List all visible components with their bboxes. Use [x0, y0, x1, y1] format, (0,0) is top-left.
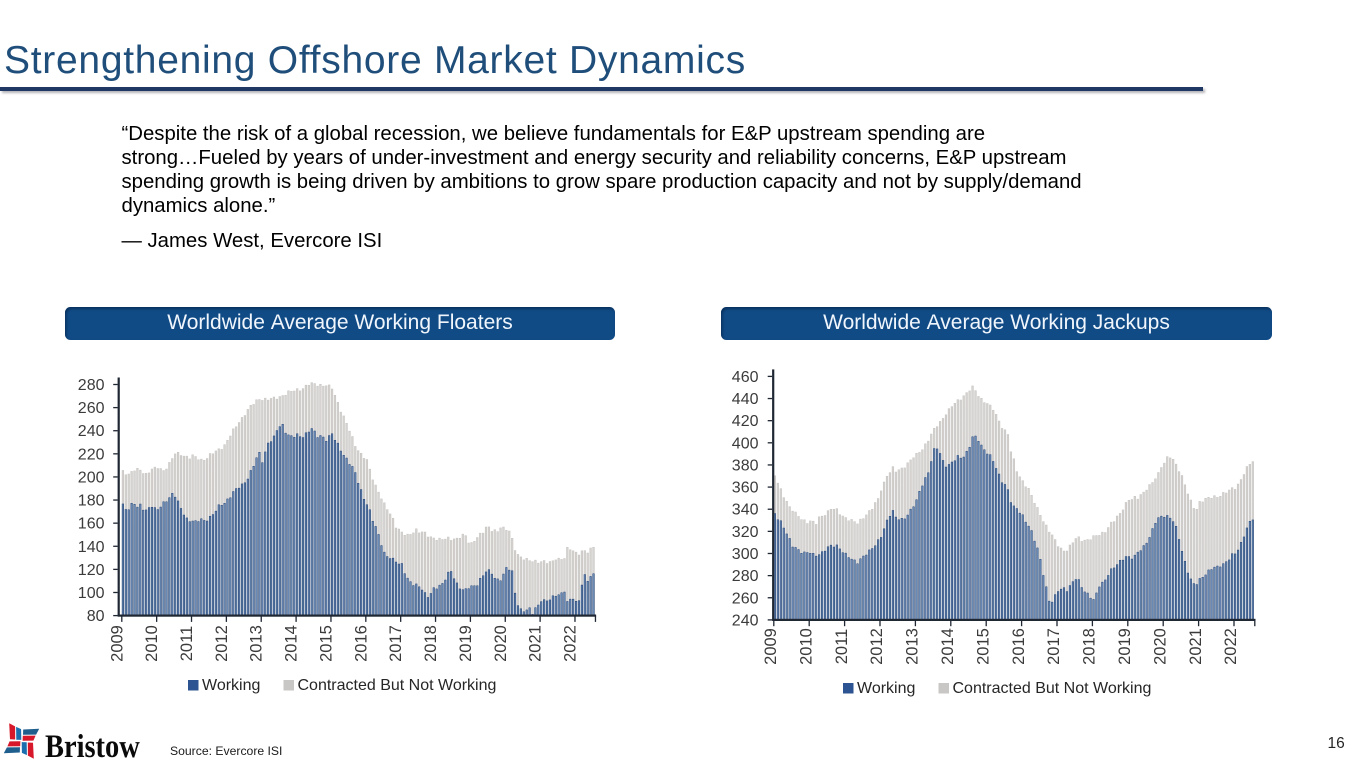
- svg-text:2009: 2009: [108, 625, 126, 662]
- svg-text:260: 260: [78, 400, 105, 417]
- svg-text:2022: 2022: [1222, 628, 1240, 665]
- svg-text:420: 420: [732, 413, 759, 430]
- svg-text:120: 120: [78, 562, 105, 579]
- svg-text:2010: 2010: [143, 625, 161, 662]
- svg-text:140: 140: [78, 539, 105, 556]
- svg-text:2022: 2022: [561, 625, 579, 662]
- svg-text:2015: 2015: [317, 625, 335, 662]
- svg-text:2012: 2012: [868, 628, 886, 665]
- svg-text:180: 180: [78, 493, 105, 510]
- svg-text:2011: 2011: [178, 626, 196, 661]
- svg-text:2009: 2009: [762, 628, 780, 665]
- svg-text:2018: 2018: [422, 625, 440, 662]
- svg-text:2021: 2021: [1187, 628, 1205, 665]
- svg-text:360: 360: [732, 480, 759, 497]
- svg-text:Contracted But Not Working: Contracted But Not Working: [953, 680, 1152, 697]
- svg-text:2014: 2014: [939, 628, 957, 665]
- svg-text:2015: 2015: [974, 628, 992, 665]
- svg-text:2020: 2020: [492, 625, 510, 662]
- svg-text:160: 160: [78, 516, 105, 533]
- svg-text:2017: 2017: [1045, 628, 1063, 665]
- svg-text:2011: 2011: [833, 629, 851, 664]
- svg-text:240: 240: [78, 423, 105, 440]
- svg-text:2013: 2013: [904, 628, 922, 665]
- svg-text:Contracted But Not Working: Contracted But Not Working: [298, 677, 497, 694]
- svg-text:220: 220: [78, 446, 105, 463]
- svg-text:440: 440: [732, 391, 759, 408]
- svg-text:2021: 2021: [527, 625, 545, 662]
- svg-text:2010: 2010: [797, 628, 815, 665]
- svg-text:300: 300: [732, 546, 759, 563]
- svg-text:320: 320: [732, 524, 759, 541]
- svg-text:280: 280: [78, 377, 105, 394]
- svg-text:280: 280: [732, 568, 759, 585]
- svg-text:2016: 2016: [352, 625, 370, 662]
- svg-text:2016: 2016: [1010, 628, 1028, 665]
- svg-text:2018: 2018: [1081, 628, 1099, 665]
- svg-text:100: 100: [78, 585, 105, 602]
- svg-text:2019: 2019: [457, 625, 475, 662]
- svg-text:340: 340: [732, 502, 759, 519]
- svg-text:80: 80: [87, 608, 105, 625]
- svg-text:200: 200: [78, 469, 105, 486]
- svg-text:260: 260: [732, 590, 759, 607]
- svg-text:240: 240: [732, 612, 759, 629]
- svg-text:2017: 2017: [387, 625, 405, 662]
- svg-text:2013: 2013: [248, 625, 266, 662]
- svg-text:2012: 2012: [213, 625, 231, 662]
- svg-text:2014: 2014: [283, 625, 301, 662]
- svg-text:400: 400: [732, 435, 759, 452]
- svg-text:Working: Working: [202, 677, 260, 694]
- svg-text:Working: Working: [857, 680, 915, 697]
- svg-text:2019: 2019: [1116, 628, 1134, 665]
- svg-text:380: 380: [732, 457, 759, 474]
- svg-text:460: 460: [732, 369, 759, 386]
- svg-text:2020: 2020: [1151, 628, 1169, 665]
